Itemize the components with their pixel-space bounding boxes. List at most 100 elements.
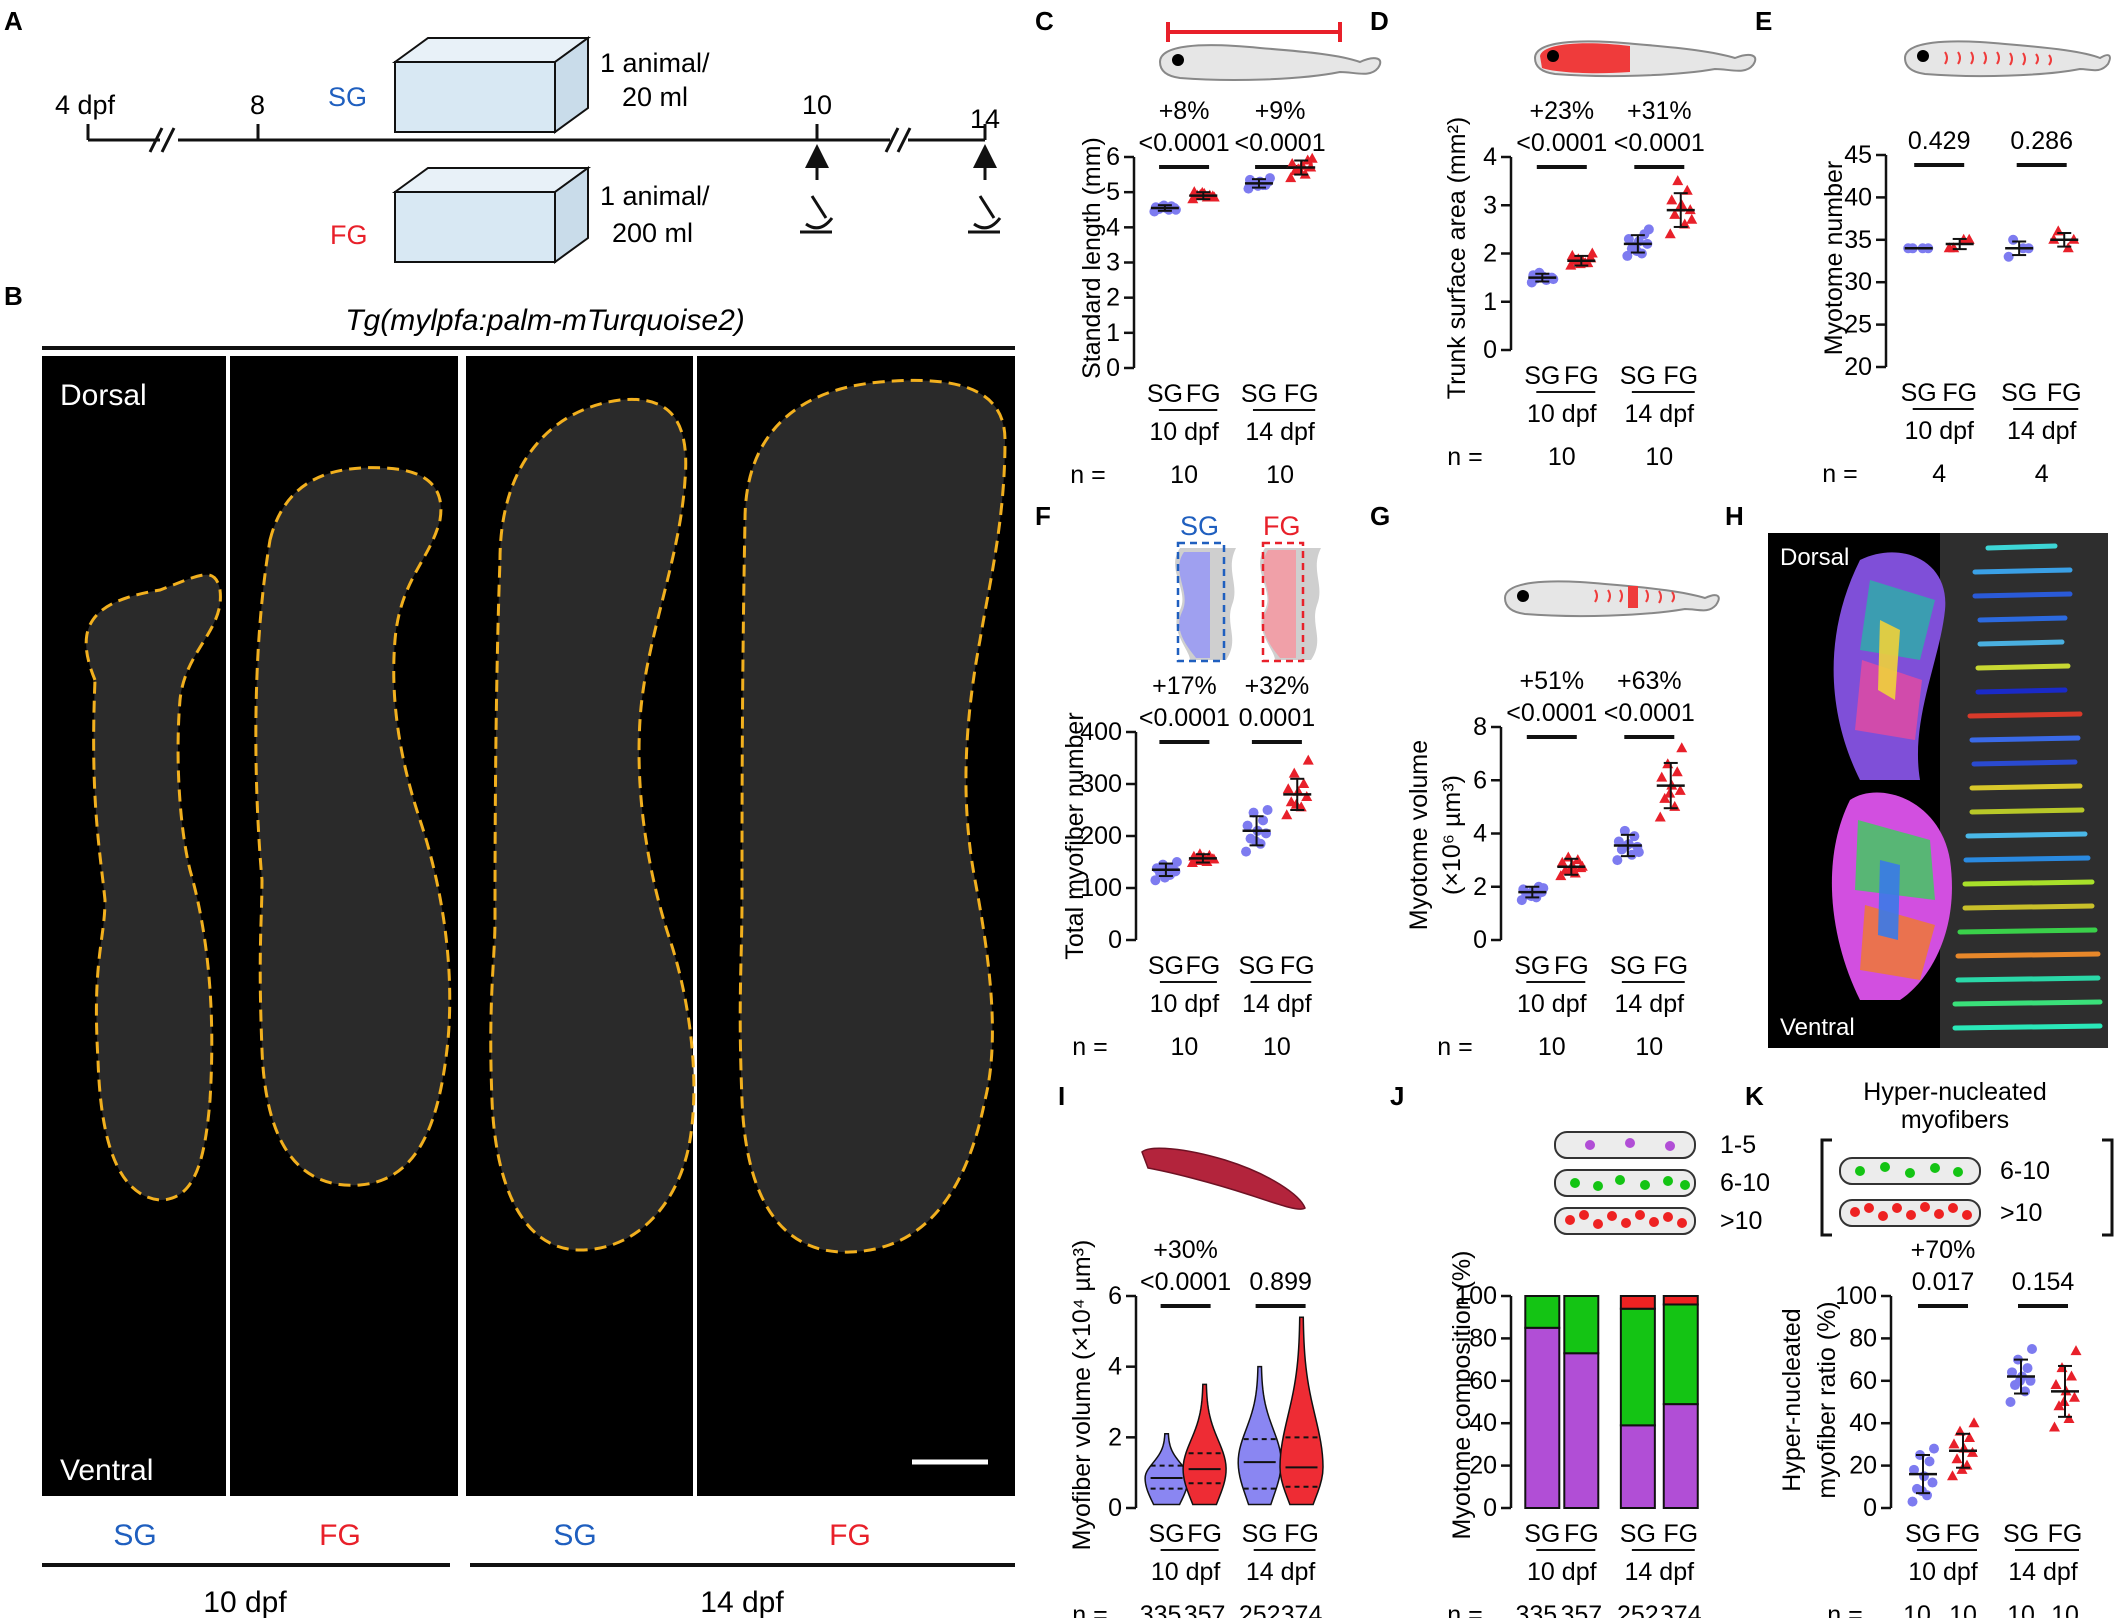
x-group-label: 14 dpf (2008, 1558, 2078, 1586)
panel-letter-b: B (4, 281, 23, 311)
fg-timeline-label: FG (330, 220, 368, 250)
panel-letter-e: E (1755, 6, 1772, 36)
y-tick-label: 400 (1080, 718, 1122, 746)
x-tick-label: SG (1149, 1520, 1185, 1548)
legend-title-line1: Hyper-nucleated (1863, 1078, 2046, 1106)
data-point (1262, 805, 1273, 815)
data-point (1301, 791, 1313, 801)
n-value: 4 (2035, 460, 2049, 488)
x-tick-label: FG (1663, 1520, 1698, 1548)
data-point (1927, 1477, 1938, 1488)
panel-k-legend: Hyper-nucleated myofibers 6-10 >10 (1820, 1078, 2114, 1237)
bar-segment (1524, 1295, 1561, 1329)
data-point (2025, 1375, 2036, 1386)
n-value: 10 (1548, 443, 1576, 471)
y-axis-label: myofiber ratio (%) (1813, 1301, 1841, 1498)
data-point (1170, 204, 1181, 215)
data-point (1964, 1432, 1975, 1443)
y-tick-label: 100 (1835, 1282, 1877, 1310)
y-axis-label: Hyper-nucleated (1778, 1308, 1806, 1491)
data-point (1556, 856, 1568, 867)
y-tick-label: 1 (1106, 319, 1120, 347)
x-group-label: 10 dpf (1149, 418, 1219, 446)
violin (1279, 1316, 1324, 1506)
legend-item: 6-10 (1720, 1169, 1770, 1197)
x-tick-label: SG (1147, 380, 1183, 408)
y-tick-label: 4 (1473, 820, 1487, 848)
data-point (1286, 158, 1298, 169)
y-axis-label: Trunk surface area (mm²) (1443, 117, 1471, 399)
data-point (1666, 194, 1678, 205)
data-point (1150, 875, 1161, 886)
bar-segment (1619, 1307, 1656, 1427)
y-tick-label: 60 (1469, 1367, 1497, 1395)
y-tick-label: 4 (1483, 143, 1497, 171)
n-value: 357 (1560, 1601, 1602, 1618)
data-point (2063, 1412, 2075, 1423)
x-tick-label: FG (1284, 1520, 1319, 1548)
x-tick-label: FG (1554, 952, 1589, 980)
violin (1144, 1433, 1189, 1506)
microscope-icon (968, 195, 1002, 234)
y-tick-label: 0 (1483, 336, 1497, 364)
bar-segment (1563, 1295, 1600, 1355)
x-tick-label: FG (1187, 1520, 1222, 1548)
sg-density-line1: 1 animal/ (600, 48, 710, 78)
data-point (1622, 250, 1633, 261)
x-group-label: 14 dpf (1246, 1558, 1316, 1586)
data-point (1548, 274, 1559, 285)
data-point (1947, 1470, 1958, 1481)
n-value: 4 (1932, 460, 1946, 488)
y-tick-label: 2 (1108, 1423, 1122, 1451)
x-tick-label: FG (1564, 1520, 1599, 1548)
data-point (1241, 846, 1252, 857)
image-group-label: FG (829, 1519, 871, 1552)
x-tick-label: SG (1524, 1520, 1560, 1548)
y-tick-label: 100 (1455, 1282, 1497, 1310)
y-tick-label: 0 (1108, 926, 1122, 954)
data-point (1671, 766, 1683, 777)
data-point (1288, 767, 1300, 778)
p-value: <0.0001 (1604, 699, 1695, 727)
n-label: n = (1070, 461, 1105, 489)
data-point (1948, 1438, 1960, 1449)
n-label: n = (1072, 1601, 1107, 1618)
violin (1182, 1383, 1227, 1506)
p-value: <0.0001 (1235, 129, 1326, 157)
myofiber-3d-render (1141, 1147, 1306, 1210)
data-point (1248, 807, 1259, 818)
percent-change: +8% (1159, 97, 1210, 125)
data-point (1555, 870, 1567, 881)
data-point (2005, 1397, 2016, 1407)
panel-letter-k: K (1745, 1081, 1764, 1111)
data-point (1302, 754, 1314, 765)
myotome-outline (84, 573, 222, 1202)
panel-letter-g: G (1370, 501, 1390, 531)
y-tick-label: 80 (1849, 1324, 1877, 1352)
n-value: 10 (2051, 1601, 2079, 1618)
y-axis-label: Total myofiber number (1061, 712, 1089, 959)
n-value: 335 (1515, 1601, 1557, 1618)
y-tick-label: 6 (1473, 766, 1487, 794)
x-tick-label: FG (1946, 1520, 1981, 1548)
timeline-label-8: 8 (250, 90, 265, 120)
n-value: 10 (1538, 1033, 1566, 1061)
data-point (2066, 1370, 2077, 1381)
violin (1237, 1365, 1282, 1506)
y-tick-label: 20 (1849, 1452, 1877, 1480)
legend-title-line2: myofibers (1901, 1106, 2009, 1134)
y-tick-label: 40 (1469, 1409, 1497, 1437)
data-point (1285, 172, 1297, 183)
y-tick-label: 20 (1469, 1452, 1497, 1480)
data-point (1566, 249, 1578, 260)
sg-density-line2: 20 ml (622, 82, 688, 112)
data-point (2050, 1379, 2062, 1390)
myotome-cross-section-schematic: SG FG (1175, 511, 1321, 663)
data-point (1968, 1417, 1980, 1428)
x-tick-label: SG (1610, 952, 1646, 980)
